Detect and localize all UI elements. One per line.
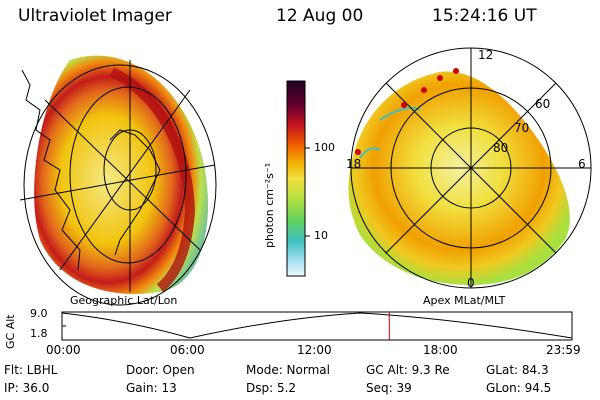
lat-label-80: 80 bbox=[493, 141, 509, 155]
status-ip: IP: 36.0 bbox=[4, 381, 50, 395]
polar-marker bbox=[421, 87, 427, 93]
mlt-label-0: 0 bbox=[467, 276, 475, 290]
lat-label-70: 70 bbox=[514, 121, 530, 135]
status-gc-alt: GC Alt: 9.3 Re bbox=[366, 363, 450, 377]
timeline-ytick-1-8: 1.8 bbox=[30, 327, 48, 340]
status-door: Door: Open bbox=[126, 363, 195, 377]
colorbar-tick-10: 10 bbox=[314, 229, 328, 242]
timeline-ylabel: GC Alt bbox=[4, 314, 17, 349]
lat-label-60: 60 bbox=[535, 97, 551, 111]
status-dsp: Dsp: 5.2 bbox=[246, 381, 297, 395]
apex-label: Apex MLat/MLT bbox=[423, 294, 506, 307]
polar-image bbox=[348, 47, 592, 289]
timeline-chart bbox=[61, 311, 573, 341]
date-readout: 12 Aug 00 bbox=[276, 6, 364, 26]
timeline-xtick-1800: 18:00 bbox=[423, 343, 458, 357]
timeline-ytick-9: 9.0 bbox=[30, 307, 48, 320]
colorbar-label: photon cm⁻²s⁻¹ bbox=[263, 162, 276, 248]
polar-marker bbox=[355, 149, 361, 155]
colorbar-tick-100: 100 bbox=[314, 141, 335, 154]
polar-marker bbox=[401, 102, 407, 108]
status-gain: Gain: 13 bbox=[126, 381, 177, 395]
colorbar bbox=[286, 80, 306, 277]
status-flt: Flt: LBHL bbox=[4, 363, 58, 377]
mlt-label-6: 6 bbox=[578, 157, 586, 171]
geographic-label: Geographic Lat/Lon bbox=[70, 294, 178, 307]
timeline-xtick-0600: 06:00 bbox=[170, 343, 205, 357]
status-glat: GLat: 84.3 bbox=[486, 363, 549, 377]
mlt-label-18: 18 bbox=[346, 157, 362, 171]
geographic-image bbox=[19, 55, 217, 306]
time-readout: 15:24:16 UT bbox=[432, 6, 537, 26]
timeline-xtick-0000: 00:00 bbox=[46, 343, 81, 357]
status-seq: Seq: 39 bbox=[366, 381, 412, 395]
timeline-xtick-1200: 12:00 bbox=[297, 343, 332, 357]
polar-marker bbox=[453, 68, 459, 74]
status-mode: Mode: Normal bbox=[246, 363, 330, 377]
status-glon: GLon: 94.5 bbox=[486, 381, 552, 395]
polar-marker bbox=[437, 75, 443, 81]
app-title: Ultraviolet Imager bbox=[18, 6, 172, 26]
timeline-xtick-2359: 23:59 bbox=[546, 343, 581, 357]
mlt-label-12: 12 bbox=[478, 48, 494, 62]
